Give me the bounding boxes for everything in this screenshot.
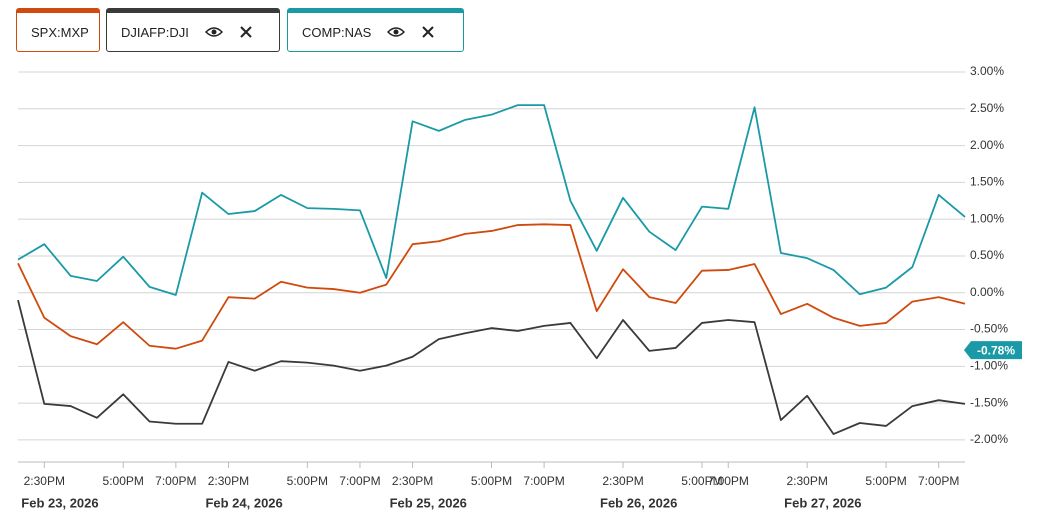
- x-tick-label: 7:00PM: [339, 474, 380, 488]
- x-tick-label: 2:30PM: [786, 474, 827, 488]
- x-tick-label: 7:00PM: [708, 474, 749, 488]
- date-label: Feb 27, 2026: [784, 495, 861, 510]
- legend-button[interactable]: DJIAFP:DJI: [106, 8, 280, 52]
- y-tick-label: 0.00%: [970, 285, 1004, 299]
- y-tick-label: 2.00%: [970, 138, 1004, 152]
- value-tag: [964, 341, 1022, 360]
- x-tick-label: 5:00PM: [471, 474, 512, 488]
- x-tick-label: 5:00PM: [287, 474, 328, 488]
- date-label: Feb 23, 2026: [21, 495, 98, 510]
- date-label: Feb 26, 2026: [600, 495, 677, 510]
- x-tick-label: 5:00PM: [865, 474, 906, 488]
- y-tick-label: -0.50%: [970, 322, 1008, 336]
- x-tick-label: 5:00PM: [103, 474, 144, 488]
- date-label: Feb 24, 2026: [205, 495, 282, 510]
- close-icon[interactable]: [421, 25, 435, 39]
- legend-button[interactable]: COMP:NAS: [287, 8, 464, 52]
- y-tick-label: 2.50%: [970, 101, 1004, 115]
- y-tick-label: -2.00%: [970, 432, 1008, 446]
- x-tick-label: 7:00PM: [918, 474, 959, 488]
- eye-icon[interactable]: [387, 25, 406, 39]
- legend-label: DJIAFP:DJI: [121, 24, 189, 40]
- series-line: [17, 104, 966, 296]
- y-tick-label: 0.50%: [970, 248, 1004, 262]
- legend-label: COMP:NAS: [302, 24, 372, 40]
- y-tick-label: -1.50%: [970, 395, 1008, 409]
- x-tick-label: 5:00PM: [681, 474, 722, 488]
- date-label: Feb 25, 2026: [390, 495, 467, 510]
- x-tick-label: 2:30PM: [602, 474, 643, 488]
- x-tick-label: 2:30PM: [24, 474, 65, 488]
- series-line: [17, 299, 966, 435]
- y-tick-label: -1.00%: [970, 359, 1008, 373]
- series-line: [17, 223, 966, 350]
- x-tick-label: 7:00PM: [523, 474, 564, 488]
- value-tag-label: -0.78%: [977, 343, 1015, 357]
- legend-label: SPX:MXP: [31, 24, 89, 40]
- x-tick-label: 2:30PM: [208, 474, 249, 488]
- y-tick-label: 3.00%: [970, 64, 1004, 78]
- eye-icon[interactable]: [204, 25, 223, 39]
- y-tick-label: 1.00%: [970, 211, 1004, 225]
- close-icon[interactable]: [239, 25, 253, 39]
- legend-button[interactable]: SPX:MXP: [16, 8, 100, 52]
- x-tick-label: 2:30PM: [392, 474, 433, 488]
- x-tick-label: 7:00PM: [155, 474, 196, 488]
- y-tick-label: 1.50%: [970, 175, 1004, 189]
